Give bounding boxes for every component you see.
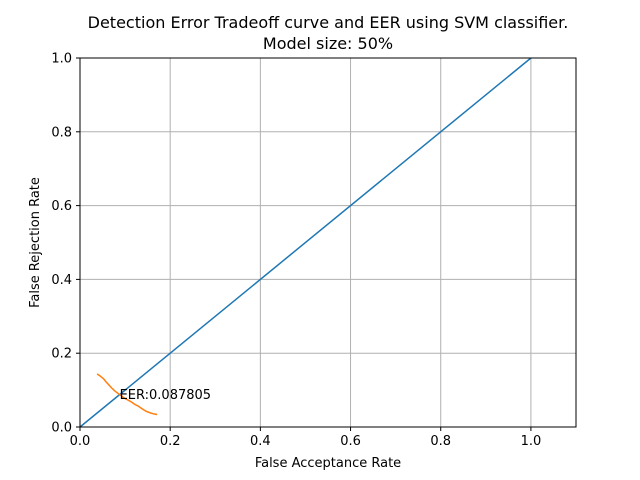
x-axis-ticks: 0.0 0.2 0.4 0.6 0.8 1.0 xyxy=(70,427,542,449)
series-group xyxy=(79,57,532,428)
x-tick-label: 0.2 xyxy=(160,434,181,449)
y-tick-label: 1.0 xyxy=(51,52,72,67)
x-axis-label: False Acceptance Rate xyxy=(255,456,401,471)
chart-title-line2: Model size: 50% xyxy=(263,34,393,53)
chart-title-line1: Detection Error Tradeoff curve and EER u… xyxy=(88,13,569,32)
y-axis-label: False Rejection Rate xyxy=(28,177,43,308)
x-tick-label: 0.4 xyxy=(250,434,271,449)
x-tick-label: 0.8 xyxy=(430,434,451,449)
annotations-group: EER:0.087805 xyxy=(120,388,211,403)
y-tick-label: 0.8 xyxy=(51,125,72,140)
y-tick-label: 0.4 xyxy=(51,273,72,288)
x-tick-label: 0.0 xyxy=(70,434,91,449)
y-tick-label: 0.6 xyxy=(51,199,72,214)
det-curve-line xyxy=(96,373,158,416)
eer-annotation: EER:0.087805 xyxy=(120,388,211,403)
x-tick-label: 0.6 xyxy=(340,434,361,449)
y-axis-ticks: 0.0 0.2 0.4 0.6 0.8 1.0 xyxy=(51,52,80,436)
y-tick-label: 0.0 xyxy=(51,421,72,436)
diagonal-reference-line xyxy=(79,57,532,428)
y-tick-label: 0.2 xyxy=(51,347,72,362)
x-tick-label: 1.0 xyxy=(521,434,542,449)
axes-frame xyxy=(79,57,577,428)
